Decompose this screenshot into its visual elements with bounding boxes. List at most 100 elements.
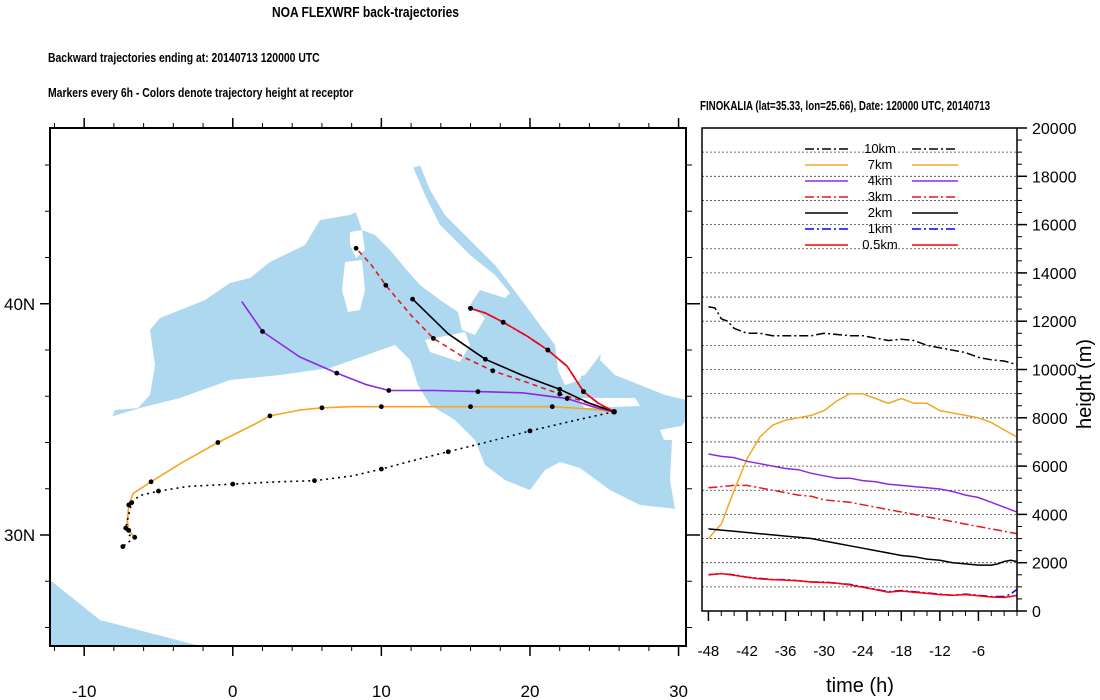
height-ylabel: height (m) bbox=[1074, 339, 1096, 429]
height-line-7km bbox=[707, 392, 1017, 540]
marker-10km bbox=[156, 488, 161, 494]
land-europe-west bbox=[50, 128, 686, 480]
marker-4km bbox=[564, 396, 570, 401]
height-tick-label: 20000 bbox=[1032, 121, 1077, 138]
lon-tick-label: 10 bbox=[372, 682, 391, 700]
marker-4km bbox=[334, 370, 340, 376]
time-tick-label: -6 bbox=[972, 643, 985, 660]
height-line-0.5km bbox=[708, 572, 1017, 599]
marker-10km bbox=[312, 478, 317, 484]
land-corsica bbox=[350, 230, 365, 258]
marker-10km bbox=[132, 534, 138, 540]
marker-3km bbox=[490, 368, 496, 374]
height-tick-label: 8000 bbox=[1032, 411, 1068, 428]
height-ticks: -48 -42 -36 -30 -24 -18 -12 -6 0 2000 4000 6000 8000… bbox=[698, 121, 1077, 660]
height-tick-label: 4000 bbox=[1032, 507, 1068, 524]
legend-label-3km: 3km bbox=[868, 189, 893, 204]
trajectory-markers bbox=[120, 245, 617, 549]
map-land bbox=[50, 128, 686, 646]
lon-tick-label: -10 bbox=[72, 682, 97, 700]
height-line-4km bbox=[708, 453, 1017, 513]
marker-2km bbox=[410, 296, 415, 302]
land-italy bbox=[355, 150, 510, 335]
chart-subtitle-markers: Markers every 6h - Colors denote traject… bbox=[48, 85, 354, 100]
marker-7km bbox=[468, 404, 473, 410]
lon-tick-label: 30 bbox=[669, 682, 688, 700]
trajectory-3km bbox=[355, 247, 615, 413]
land-sardinia bbox=[342, 260, 365, 312]
lat-tick-label: 30N bbox=[4, 526, 35, 545]
map-frame bbox=[49, 127, 687, 647]
trajectory-2km bbox=[412, 298, 615, 413]
land-north-africa bbox=[50, 345, 686, 646]
legend-label-7km: 7km bbox=[868, 157, 893, 172]
height-panel-title: FINOKALIA (lat=35.33, lon=25.66), Date: … bbox=[700, 99, 991, 113]
height-line-10km bbox=[708, 305, 1017, 366]
marker-10km bbox=[129, 500, 135, 506]
marker-10km bbox=[230, 481, 236, 487]
height-tick-label: 2000 bbox=[1032, 556, 1068, 573]
legend-label-1km: 1km bbox=[868, 221, 893, 236]
time-tick-label: -48 bbox=[698, 643, 720, 660]
receptor-marker bbox=[611, 408, 617, 415]
marker-3km bbox=[353, 245, 359, 251]
marker-7km bbox=[378, 404, 384, 410]
lon-tick-label: 0 bbox=[228, 682, 237, 700]
marker-2km bbox=[557, 386, 563, 392]
land-iberia bbox=[50, 205, 250, 300]
time-tick-label: -36 bbox=[775, 643, 797, 660]
time-tick-label: -30 bbox=[813, 643, 835, 660]
map-panel: -10 0 10 20 30 30N 40N bbox=[4, 118, 700, 700]
marker-0.5km bbox=[500, 319, 506, 325]
marker-10km bbox=[120, 544, 126, 549]
marker-10km bbox=[527, 428, 533, 434]
height-tick-label: 18000 bbox=[1032, 169, 1077, 186]
marker-10km bbox=[123, 525, 129, 531]
marker-7km bbox=[215, 440, 221, 445]
marker-2km bbox=[482, 356, 488, 362]
trajectory-4km bbox=[241, 300, 615, 413]
lon-tick-label: 20 bbox=[521, 682, 540, 700]
marker-4km bbox=[260, 329, 265, 334]
marker-0.5km bbox=[468, 305, 473, 311]
height-xlabel: time (h) bbox=[826, 675, 894, 697]
height-tick-label: 6000 bbox=[1032, 459, 1068, 476]
marker-3km bbox=[557, 391, 563, 397]
chart-subtitle-end-time: Backward trajectories ending at: 2014071… bbox=[48, 50, 320, 65]
marker-3km bbox=[383, 282, 389, 288]
marker-0.5km bbox=[545, 347, 551, 353]
land-anatolia bbox=[600, 260, 686, 400]
land-france bbox=[200, 128, 360, 262]
map-ticks: -10 0 10 20 30 30N 40N bbox=[4, 118, 700, 700]
marker-3km bbox=[430, 336, 436, 341]
marker-0.5km bbox=[581, 389, 586, 395]
time-tick-label: -24 bbox=[852, 643, 874, 660]
marker-7km bbox=[148, 479, 154, 485]
height-panel: -48 -42 -36 -30 -24 -18 -12 -6 0 2000 4000 6000 8000… bbox=[698, 121, 1096, 697]
height-line-2km bbox=[708, 528, 1017, 566]
lat-tick-label: 40N bbox=[4, 295, 35, 314]
height-series bbox=[707, 305, 1017, 599]
marker-4km bbox=[475, 389, 481, 395]
height-line-3km bbox=[708, 484, 1017, 535]
trajectory-10km bbox=[122, 410, 615, 548]
time-tick-label: -12 bbox=[929, 643, 951, 660]
height-tick-label: 0 bbox=[1032, 604, 1041, 621]
height-tick-label: 16000 bbox=[1032, 218, 1077, 235]
marker-10km bbox=[445, 449, 451, 455]
marker-4km bbox=[386, 388, 392, 393]
legend-label-2km: 2km bbox=[868, 205, 893, 220]
land-peloponnese bbox=[555, 340, 585, 385]
marker-10km bbox=[378, 466, 384, 472]
marker-7km bbox=[267, 413, 273, 419]
height-tick-label: 10000 bbox=[1032, 363, 1077, 380]
time-tick-label: -42 bbox=[736, 643, 758, 660]
time-tick-label: -18 bbox=[890, 643, 912, 660]
height-tick-label: 12000 bbox=[1032, 314, 1077, 331]
land-levant bbox=[670, 420, 686, 520]
legend-label-0.5km: 0.5km bbox=[862, 237, 897, 252]
height-tick-label: 14000 bbox=[1032, 266, 1077, 283]
land-iberia-north bbox=[50, 128, 300, 210]
